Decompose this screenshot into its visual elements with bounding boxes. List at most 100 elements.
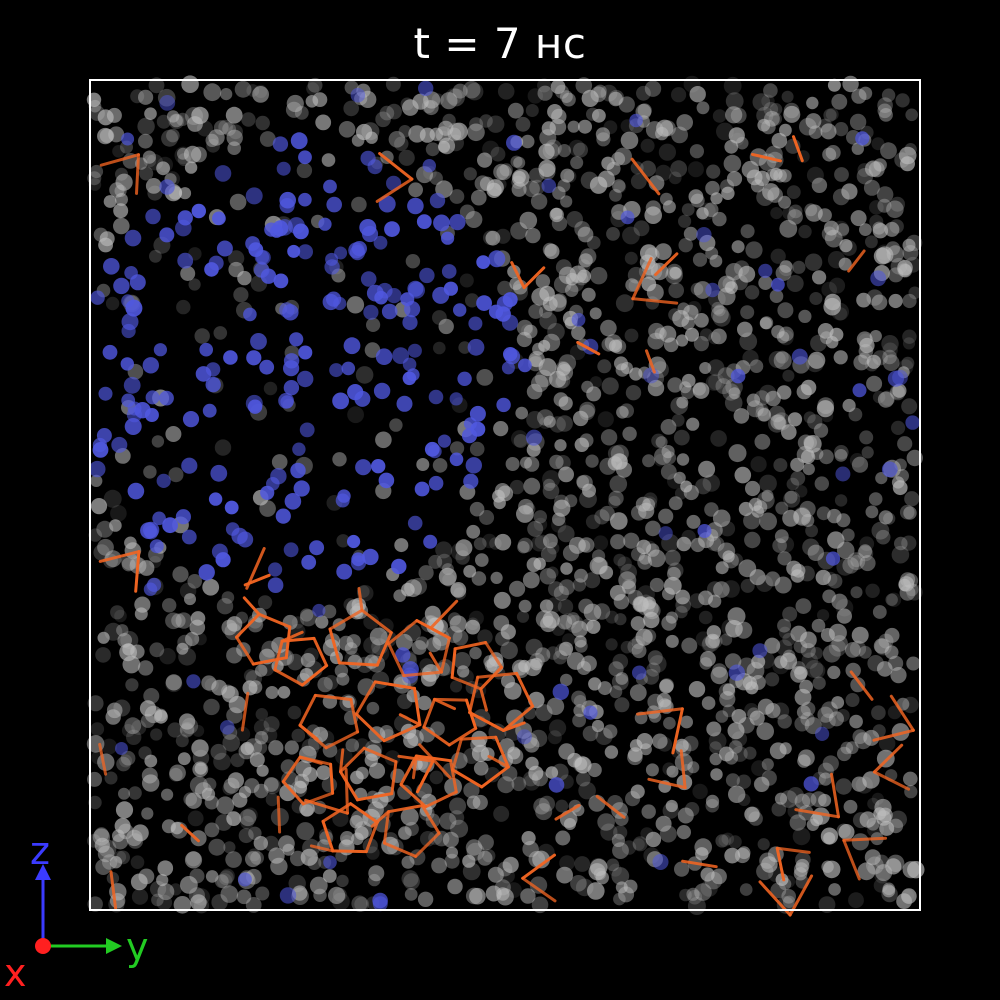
water-molecule xyxy=(379,725,394,739)
water-molecule xyxy=(499,868,515,884)
water-molecule xyxy=(566,652,585,670)
water-molecule xyxy=(140,713,156,728)
water-molecule xyxy=(812,270,827,285)
water-molecule xyxy=(614,811,629,826)
water-molecule xyxy=(726,171,743,187)
water-molecule xyxy=(97,845,115,863)
water-molecule xyxy=(191,106,209,125)
water-molecule xyxy=(802,463,815,476)
water-molecule xyxy=(469,887,486,905)
solute-molecule xyxy=(225,522,240,536)
water-molecule xyxy=(259,131,276,147)
water-molecule xyxy=(332,810,349,827)
water-molecule xyxy=(581,89,599,107)
water-molecule xyxy=(552,512,566,526)
water-molecule xyxy=(322,869,337,883)
water-molecule xyxy=(609,475,628,493)
hydrate-cage-bond xyxy=(387,619,419,646)
solute-molecule xyxy=(449,452,464,467)
solute-molecule xyxy=(298,345,313,360)
water-molecule xyxy=(651,433,666,448)
water-molecule xyxy=(184,161,198,174)
water-molecule xyxy=(225,106,243,124)
water-molecule xyxy=(581,380,594,393)
water-molecule xyxy=(766,168,779,182)
water-molecule xyxy=(475,553,489,567)
water-molecule xyxy=(436,130,450,145)
water-molecule xyxy=(757,698,775,715)
water-molecule xyxy=(611,673,629,691)
water-molecule xyxy=(635,496,651,512)
water-molecule xyxy=(469,501,485,517)
water-molecule xyxy=(335,747,353,766)
water-molecule xyxy=(99,231,115,247)
water-molecule xyxy=(783,895,796,908)
water-molecule xyxy=(450,582,467,598)
water-molecule xyxy=(582,483,596,498)
water-molecule xyxy=(814,476,829,491)
water-molecule xyxy=(307,77,323,93)
water-molecule xyxy=(565,615,584,633)
solute-molecule xyxy=(855,131,870,146)
water-molecule xyxy=(458,341,472,354)
solute-molecule xyxy=(111,436,128,453)
water-molecule xyxy=(818,793,832,807)
water-molecule xyxy=(903,506,917,520)
water-molecule xyxy=(578,119,592,134)
water-molecule xyxy=(778,195,792,209)
water-molecule xyxy=(87,695,104,712)
water-molecule xyxy=(668,496,683,511)
water-molecule xyxy=(191,739,209,757)
water-molecule xyxy=(459,204,475,220)
water-molecule xyxy=(713,581,730,598)
water-molecule xyxy=(640,138,655,153)
water-molecule xyxy=(856,292,871,308)
water-molecule xyxy=(466,617,480,631)
water-molecule xyxy=(627,747,643,763)
water-molecule xyxy=(90,722,105,736)
water-molecule xyxy=(831,696,845,709)
water-molecule xyxy=(555,259,572,276)
water-molecule xyxy=(179,582,197,600)
water-molecule xyxy=(537,78,552,93)
water-molecule xyxy=(90,498,108,515)
water-molecule xyxy=(230,753,245,768)
water-molecule xyxy=(715,561,729,575)
water-molecule xyxy=(722,704,736,718)
water-molecule xyxy=(521,831,536,846)
water-molecule xyxy=(854,732,872,750)
solute-molecule xyxy=(835,466,851,482)
hydrate-cage-bond xyxy=(420,804,441,835)
water-molecule xyxy=(611,802,628,819)
water-molecule xyxy=(810,647,823,660)
water-molecule xyxy=(228,250,245,267)
water-molecule xyxy=(517,537,533,553)
water-molecule xyxy=(712,509,731,528)
solute-molecule xyxy=(287,244,301,258)
water-molecule xyxy=(615,881,628,894)
water-molecule xyxy=(242,807,258,823)
solute-molecule xyxy=(395,647,411,663)
water-molecule xyxy=(113,203,129,219)
water-molecule xyxy=(805,660,824,678)
solute-molecule xyxy=(349,245,366,261)
water-molecule xyxy=(201,675,217,691)
water-molecule xyxy=(771,325,785,339)
water-molecule xyxy=(849,640,867,657)
water-molecule xyxy=(645,520,661,537)
solute-molecule xyxy=(432,286,450,304)
water-molecule xyxy=(823,220,839,236)
water-molecule xyxy=(685,327,699,342)
water-molecule xyxy=(711,305,729,324)
water-molecule xyxy=(643,668,660,685)
water-molecule xyxy=(904,491,920,507)
water-molecule xyxy=(818,896,836,913)
water-molecule xyxy=(524,456,540,472)
water-molecule xyxy=(188,887,205,904)
water-molecule xyxy=(798,309,812,323)
water-molecule xyxy=(865,583,880,598)
water-molecule xyxy=(652,733,668,749)
water-molecule xyxy=(601,337,616,352)
water-molecule xyxy=(254,731,269,745)
water-molecule xyxy=(417,695,432,711)
